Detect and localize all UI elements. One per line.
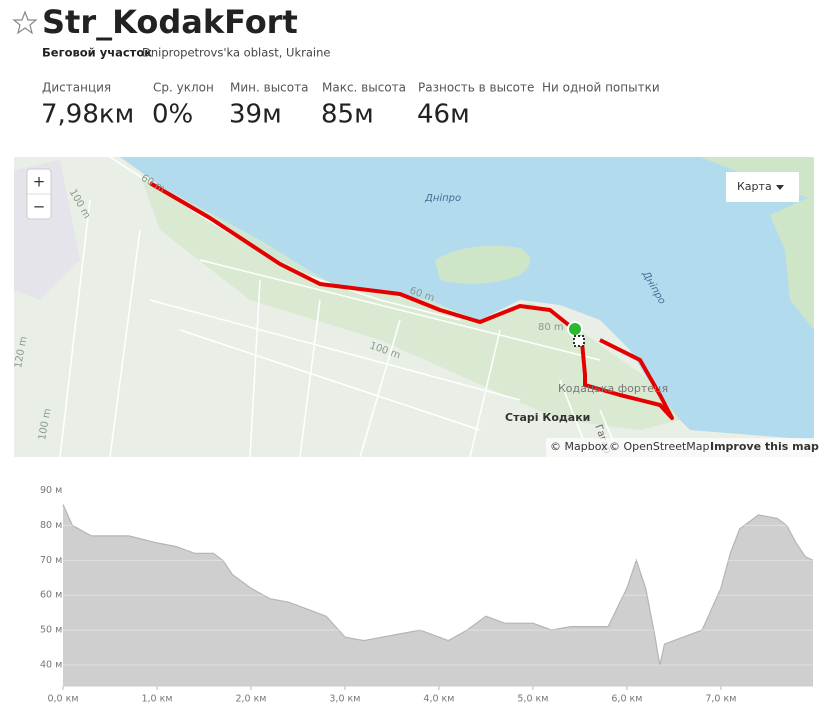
stat-value: 7,98км: [41, 100, 134, 130]
stat-value: 46м: [417, 100, 470, 130]
attribution[interactable]: © Mapbox: [550, 440, 608, 453]
x-tick-label: 7,0 км: [705, 694, 736, 705]
map-style-label: Карта: [737, 180, 772, 193]
stat-label: Ни одной попытки: [542, 81, 660, 95]
x-tick-label: 4,0 км: [423, 694, 454, 705]
map-water: [120, 157, 814, 440]
y-tick-label: 70 м: [40, 555, 62, 566]
map-label: 100 m: [37, 408, 53, 441]
map-label: Старі Кодаки: [505, 411, 590, 424]
y-tick-label: 60 м: [40, 590, 62, 601]
star-icon[interactable]: [12, 10, 38, 35]
map-style-button[interactable]: [726, 172, 799, 202]
stat-label: Ср. уклон: [153, 81, 214, 95]
location: Dnipropetrovs'ka oblast, Ukraine: [142, 46, 330, 60]
title: Str_KodakFort: [42, 3, 298, 41]
stat-label: Разность в высоте: [418, 81, 534, 95]
stat-label: Мин. высота: [230, 81, 308, 95]
map-label: 80 m: [538, 322, 564, 333]
y-tick-label: 50 м: [40, 625, 62, 636]
x-tick-label: 1,0 км: [141, 694, 172, 705]
attribution[interactable]: Improve this map: [710, 440, 819, 453]
x-tick-label: 5,0 км: [517, 694, 548, 705]
map-label: Кодацька фортеця: [558, 382, 668, 395]
y-tick-label: 80 м: [40, 520, 62, 531]
elevation-line: [62, 504, 814, 666]
attribution-bg: [546, 438, 814, 457]
stat-value: 0%: [152, 100, 193, 130]
y-tick-label: 90 м: [40, 485, 62, 496]
map-island: [770, 195, 814, 330]
stat-label: Дистанция: [42, 81, 111, 95]
elevation-area: [63, 504, 813, 686]
stat-value: 39м: [229, 100, 282, 130]
stat-value: 85м: [321, 100, 374, 130]
x-tick-label: 0,0 км: [47, 694, 78, 705]
finish-marker: [573, 335, 585, 347]
zoom-out-button[interactable]: −: [33, 198, 46, 216]
start-marker: [567, 321, 583, 337]
y-tick-label: 40 м: [40, 660, 62, 671]
map-park: [140, 175, 680, 430]
map: Дніпро Дніпро 60 m 60 m 80 m 100 m 100 m…: [14, 157, 819, 457]
x-tick-label: 3,0 км: [329, 694, 360, 705]
dropdown-arrow: [776, 185, 784, 190]
stat-label: Макс. высота: [322, 81, 406, 95]
elevation-chart: 40 м 50 м 60 м 70 м 80 м 90 м 0,0 км 1,0 км 2,0 …: [40, 485, 814, 705]
map-island: [435, 245, 530, 284]
stats: Дистанция 7,98км Ср. уклон 0% Мин. высота 39м…: [41, 81, 660, 130]
attribution[interactable]: © OpenStreetMap: [609, 440, 710, 453]
x-tick-label: 2,0 км: [235, 694, 266, 705]
segment-kind: Беговой участок: [42, 46, 152, 60]
zoom-in-button[interactable]: +: [33, 173, 46, 191]
x-tick-label: 6,0 км: [611, 694, 642, 705]
map-label: Дніпро: [424, 192, 461, 204]
